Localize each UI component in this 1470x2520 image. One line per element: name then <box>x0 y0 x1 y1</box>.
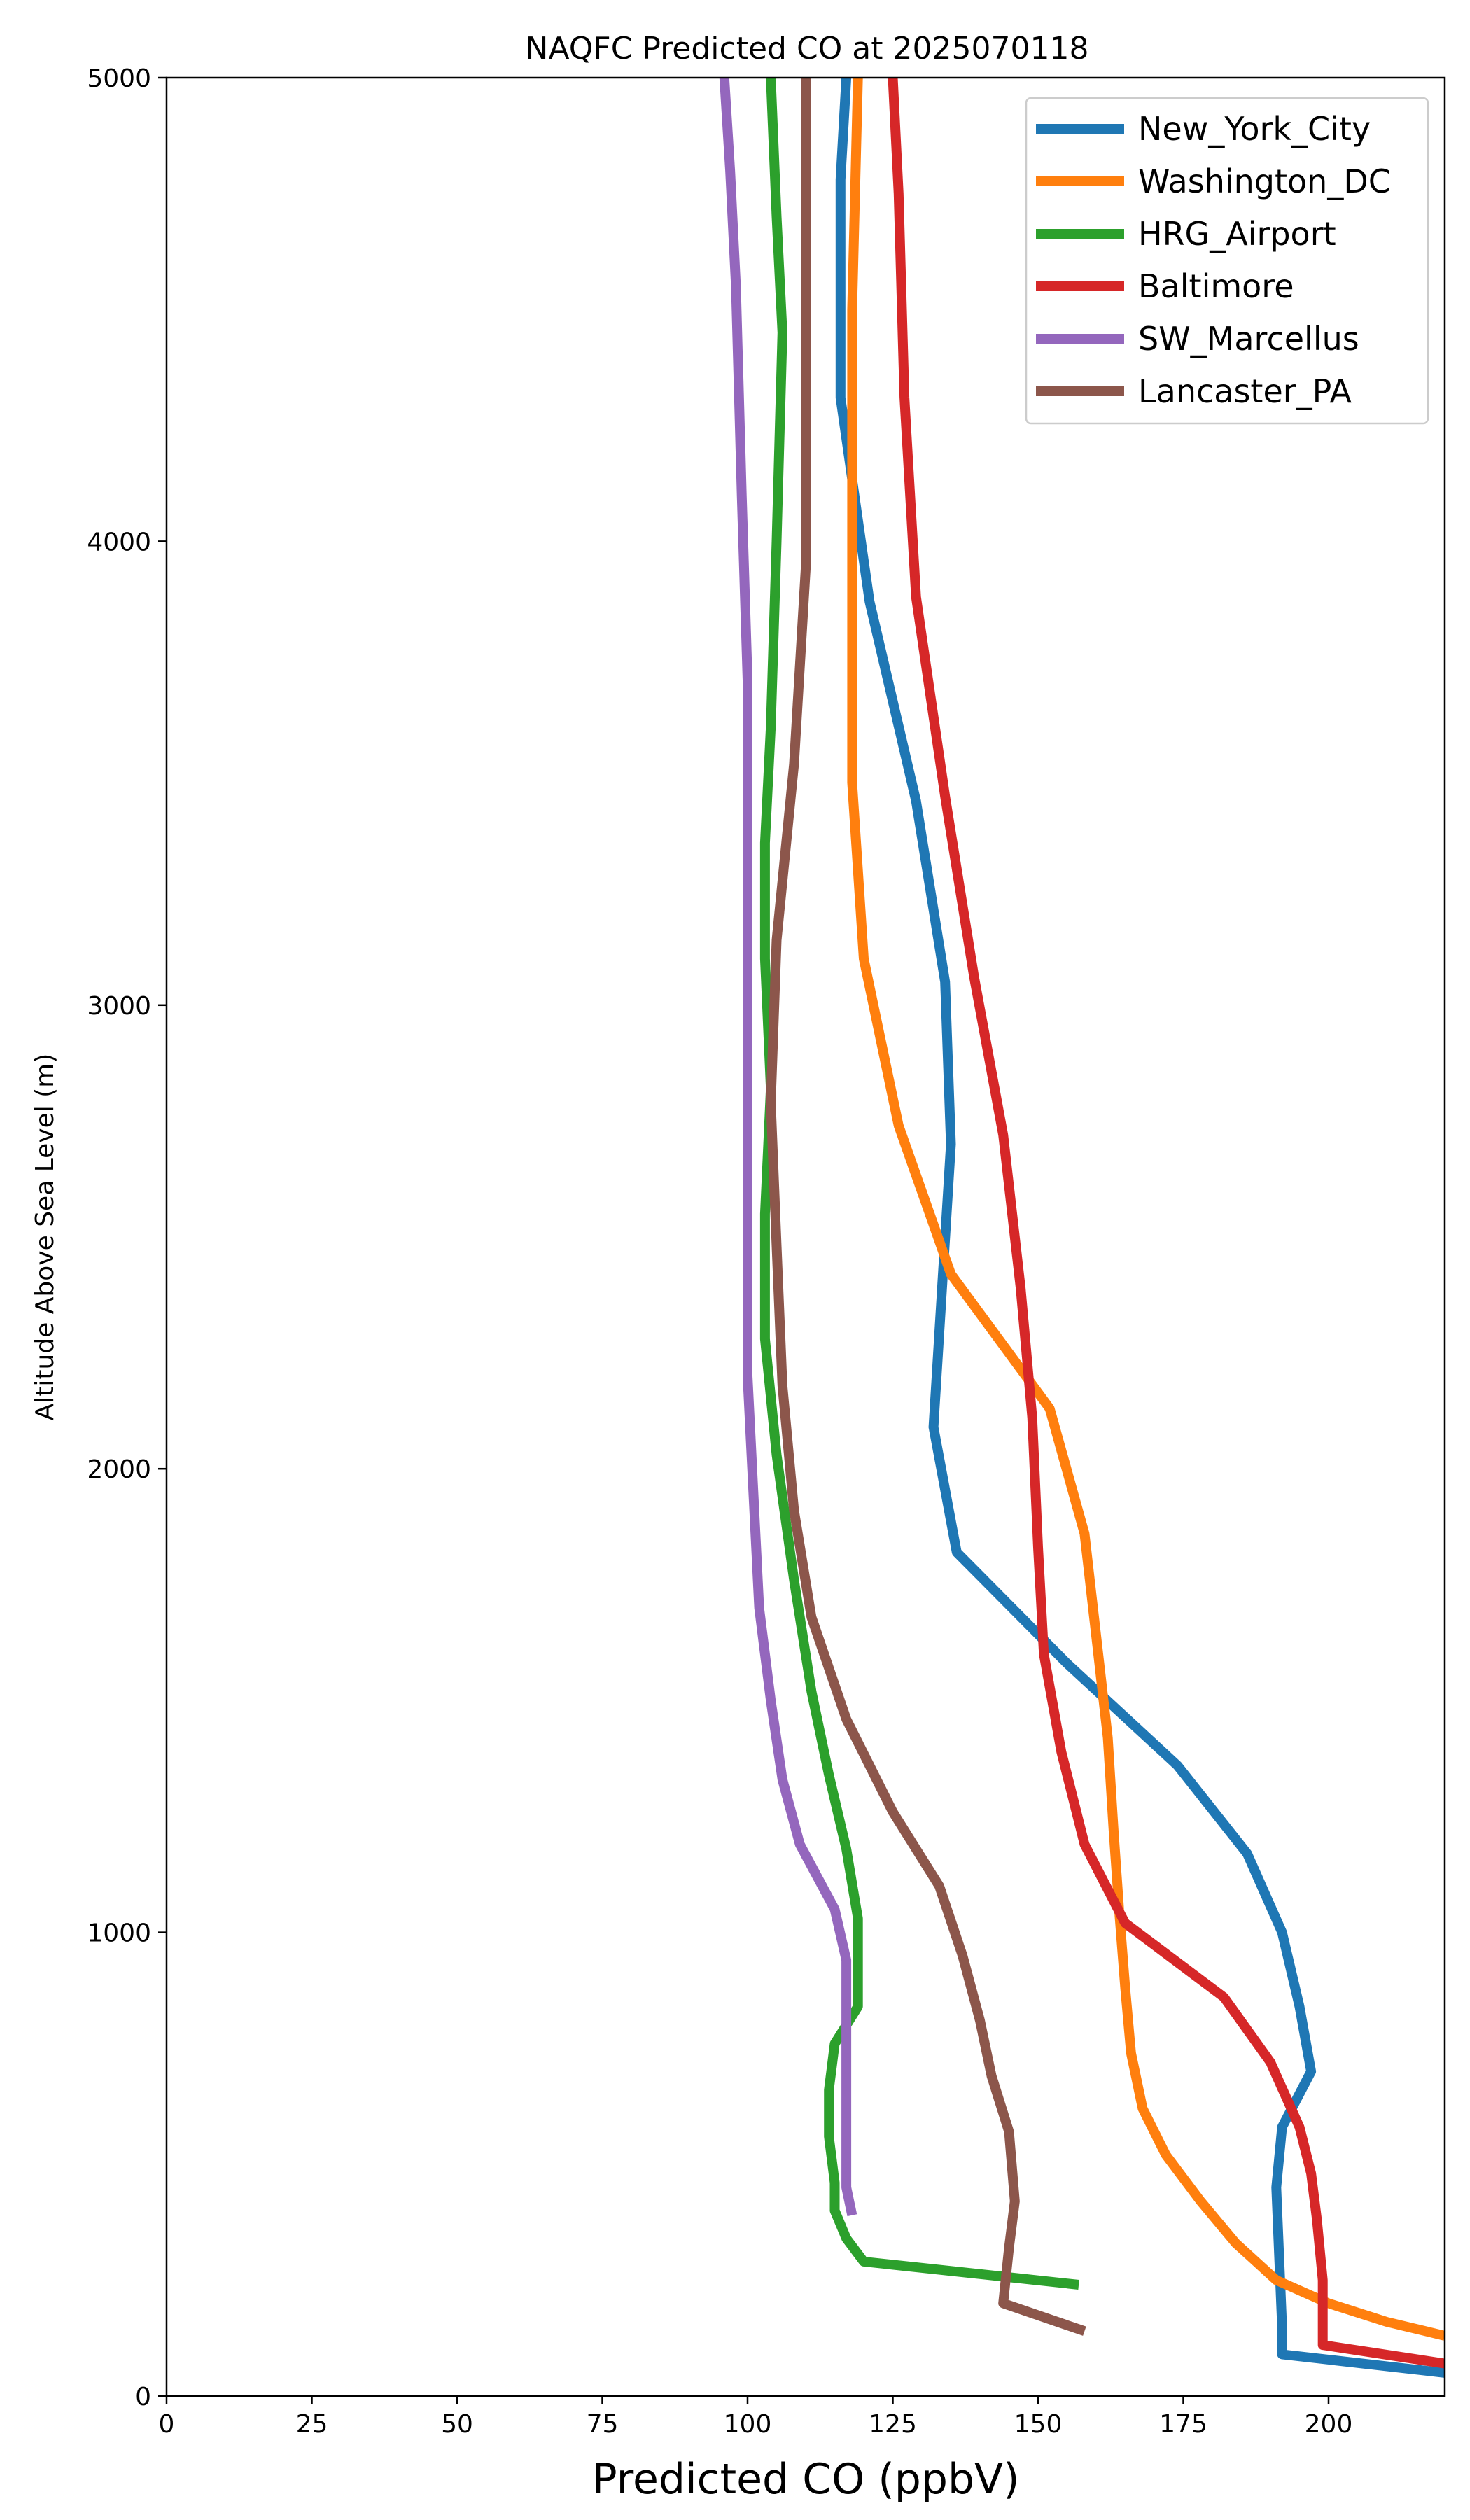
y-tick-label: 5000 <box>87 64 151 93</box>
x-tick-label: 100 <box>724 2410 772 2439</box>
legend-label: Baltimore <box>1138 267 1294 305</box>
series-line-hrg-airport <box>760 78 1079 2290</box>
x-axis: 0 25 50 75 100 125 150 175 200 <box>159 2396 1353 2439</box>
x-tick-label: 200 <box>1305 2410 1353 2439</box>
legend-label: Lancaster_PA <box>1138 372 1352 410</box>
series-group <box>719 78 1445 2378</box>
x-tick-label: 125 <box>869 2410 917 2439</box>
y-tick-label: 0 <box>135 2383 151 2412</box>
chart-title: NAQFC Predicted CO at 2025070118 <box>526 31 1089 66</box>
x-axis-label: Predicted CO (ppbV) <box>592 2455 1019 2504</box>
axes-frame <box>165 76 1446 2398</box>
series-line-washington-dc <box>847 78 1445 2341</box>
series-line-lancaster-pa <box>766 78 1086 2336</box>
y-tick-label: 3000 <box>87 992 151 1021</box>
y-tick-label: 4000 <box>87 528 151 556</box>
x-tick-label: 0 <box>159 2410 175 2439</box>
x-tick-label: 75 <box>587 2410 619 2439</box>
y-tick-label: 2000 <box>87 1455 151 1484</box>
legend-label: New_York_City <box>1138 110 1371 148</box>
series-line-sw-marcellus <box>719 78 858 2217</box>
plot-area <box>719 78 1445 2378</box>
legend-label: HRG_Airport <box>1138 215 1336 253</box>
x-tick-label: 25 <box>296 2410 328 2439</box>
x-tick-label: 50 <box>441 2410 473 2439</box>
y-tick-label: 1000 <box>87 1919 151 1948</box>
series-line-baltimore <box>888 78 1445 2369</box>
series-line-new-york-city <box>835 78 1445 2378</box>
y-axis: 0 1000 2000 3000 4000 5000 <box>87 64 167 2412</box>
y-axis-label: Altitude Above Sea Level (m) <box>31 1054 59 1421</box>
legend-label: SW_Marcellus <box>1138 320 1359 358</box>
legend-box <box>1025 97 1429 425</box>
legend: New_York_City Washington_DC HRG_Airport Bal… <box>1025 97 1429 425</box>
x-tick-label: 175 <box>1159 2410 1208 2439</box>
legend-label: Washington_DC <box>1138 162 1391 200</box>
x-tick-label: 150 <box>1014 2410 1063 2439</box>
